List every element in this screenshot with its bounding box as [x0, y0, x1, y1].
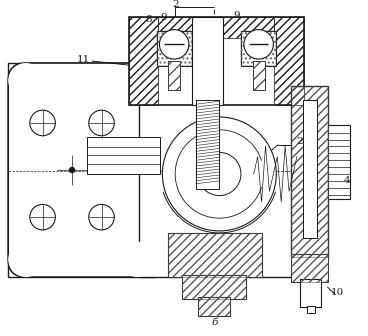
Bar: [159, 17, 275, 38]
Bar: [192, 17, 223, 105]
Bar: [168, 61, 180, 90]
Bar: [253, 61, 265, 90]
Bar: [198, 297, 230, 317]
Bar: [275, 17, 304, 105]
Bar: [241, 31, 276, 66]
Text: 2: 2: [297, 137, 303, 146]
Bar: [156, 31, 192, 66]
Circle shape: [89, 110, 114, 136]
Bar: [253, 61, 265, 90]
Text: 4: 4: [344, 176, 350, 185]
Bar: [307, 305, 315, 313]
Bar: [198, 297, 230, 317]
Bar: [328, 125, 350, 199]
Text: 11: 11: [77, 54, 91, 64]
Bar: [8, 63, 156, 277]
Bar: [291, 86, 328, 257]
Bar: [291, 254, 328, 282]
FancyBboxPatch shape: [8, 63, 156, 277]
Text: 2: 2: [172, 0, 178, 9]
Bar: [241, 31, 276, 66]
Bar: [300, 279, 322, 306]
Circle shape: [30, 110, 55, 136]
Circle shape: [8, 242, 43, 277]
Circle shape: [244, 30, 273, 59]
Text: 10: 10: [330, 288, 344, 297]
Bar: [129, 17, 304, 105]
Bar: [291, 86, 328, 257]
Circle shape: [159, 30, 189, 59]
Bar: [139, 63, 294, 277]
Bar: [182, 275, 246, 299]
Circle shape: [120, 63, 156, 98]
Text: б: б: [211, 318, 217, 327]
Bar: [182, 275, 246, 299]
Circle shape: [89, 204, 114, 230]
Bar: [129, 17, 159, 105]
Text: 9: 9: [234, 11, 240, 20]
Text: 9: 9: [160, 13, 167, 22]
Circle shape: [162, 117, 276, 231]
Bar: [303, 100, 316, 238]
Circle shape: [30, 204, 55, 230]
Bar: [168, 233, 262, 277]
Bar: [168, 61, 180, 90]
Bar: [168, 233, 262, 277]
Circle shape: [198, 152, 241, 196]
Bar: [291, 254, 328, 282]
Circle shape: [120, 242, 156, 277]
Bar: [196, 100, 219, 189]
Circle shape: [69, 167, 75, 173]
Circle shape: [8, 63, 43, 98]
Bar: [87, 137, 160, 174]
Text: 8: 8: [145, 15, 152, 24]
Bar: [156, 31, 192, 66]
